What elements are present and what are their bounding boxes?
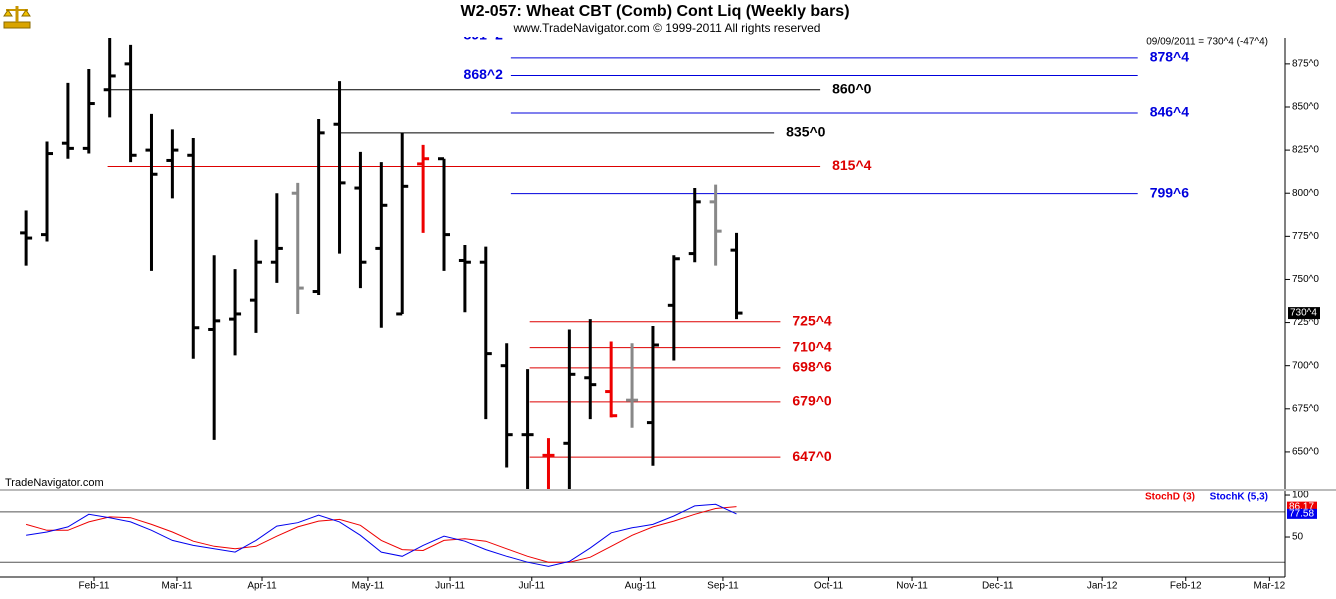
x-tick-label: Jun-11 [435, 581, 465, 592]
logo [3, 6, 31, 29]
last-value-box [1287, 501, 1317, 512]
chart-title: W2-057: Wheat CBT (Comb) Cont Liq (Weekl… [460, 3, 849, 20]
y-tick-label: 675^0 [1292, 403, 1319, 414]
last-value-box [1287, 508, 1317, 519]
last-value-label: 77.58 [1289, 508, 1314, 519]
level-label: 710^4 [792, 338, 832, 354]
y-tick-label: 800^0 [1292, 188, 1319, 199]
x-tick-label: Feb-11 [79, 581, 110, 592]
y-tick-label: 100 [1292, 490, 1309, 501]
y-tick-label: 875^0 [1292, 59, 1319, 70]
y-tick-label: 775^0 [1292, 231, 1319, 242]
axes: 650^0 675^0 700^0 725^0 750^0 775^0 800^0 825^0… [79, 59, 1320, 592]
level-label: 815^4 [832, 157, 872, 173]
legend-label: StochK (5,3) [1210, 492, 1268, 503]
level-label: 799^6 [1150, 184, 1190, 200]
logo-base [3, 21, 31, 29]
y-tick-label: 50 [1292, 532, 1304, 543]
stoch-line [25, 506, 737, 563]
level-label: 725^4 [792, 312, 832, 328]
level-labels: 891^2878^4868^2860^0846^4835^0815^4799^6… [464, 27, 1190, 464]
header-background [0, 0, 1336, 37]
y-tick-label: 850^0 [1292, 102, 1319, 113]
x-tick-label: Jan-12 [1087, 581, 1118, 592]
x-tick-label: Mar-12 [1253, 581, 1285, 592]
level-label: 647^0 [792, 448, 832, 464]
price-panel [20, 38, 1138, 489]
y-tick-label: 825^0 [1292, 145, 1319, 156]
stoch-panel [0, 503, 1285, 567]
y-tick-label: 750^0 [1292, 274, 1319, 285]
x-tick-label: Mar-11 [162, 581, 193, 592]
last-close-note: 09/09/2011 = 730^4 (-47^4) [1146, 37, 1268, 48]
x-tick-label: Jul-11 [519, 581, 546, 592]
logo-pans [3, 9, 31, 17]
y-tick-label: 650^0 [1292, 447, 1319, 458]
x-tick-label: Nov-11 [896, 581, 928, 592]
y-tick-label: 700^0 [1292, 360, 1319, 371]
x-tick-label: Dec-11 [982, 581, 1014, 592]
last-price-label: 730^4 [1290, 308, 1317, 319]
x-tick-label: May-11 [352, 581, 385, 592]
stoch-line [26, 503, 737, 567]
level-label: 679^0 [792, 393, 832, 409]
level-label: 846^4 [1150, 104, 1190, 120]
x-tick-label: Feb-12 [1170, 581, 1202, 592]
last-value-label: 86.17 [1289, 501, 1314, 512]
level-label: 878^4 [1150, 49, 1190, 65]
x-tick-label: Aug-11 [625, 581, 657, 592]
level-label: 868^2 [464, 66, 504, 82]
x-tick-label: Apr-11 [247, 581, 277, 592]
x-tick-label: Oct-11 [814, 581, 844, 592]
y-tick-label: 725^0 [1292, 317, 1319, 328]
legend-label: StochD (3) [1145, 492, 1195, 503]
level-label: 835^0 [786, 124, 826, 140]
x-tick-label: Sep-11 [707, 581, 739, 592]
chart-subtitle: www.TradeNavigator.com © 1999-2011 All r… [513, 21, 821, 35]
level-label: 860^0 [832, 80, 872, 96]
watermark: TradeNavigator.com [5, 477, 104, 489]
level-label: 698^6 [792, 359, 832, 375]
last-price-box [1288, 307, 1320, 320]
